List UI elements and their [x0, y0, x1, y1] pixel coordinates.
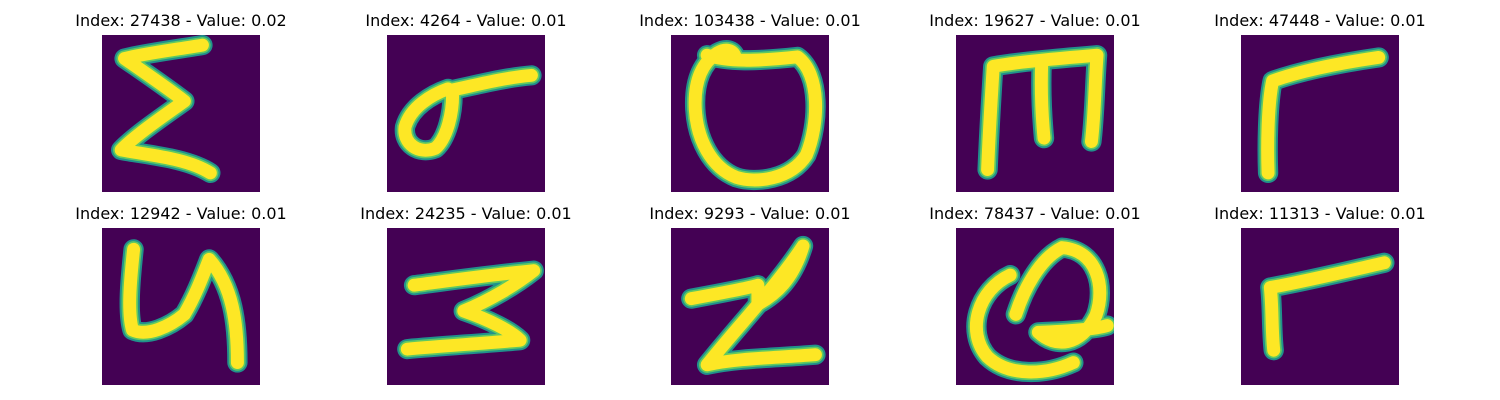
glyph-shield-loop — [671, 35, 829, 192]
glyph-image — [387, 228, 545, 385]
panel-title: Index: 11313 - Value: 0.01 — [1214, 204, 1426, 223]
panel-title: Index: 24235 - Value: 0.01 — [360, 204, 572, 223]
glyph-stroke — [400, 264, 541, 356]
glyph-stroke — [1261, 50, 1386, 180]
glyph-image — [387, 35, 545, 192]
glyph-stroke — [684, 239, 822, 372]
glyph-stroke — [688, 43, 823, 187]
glyph-stroke — [123, 242, 244, 370]
glyph-gamma-small — [1241, 228, 1399, 385]
glyph-image — [956, 228, 1114, 385]
glyph-image — [671, 228, 829, 385]
glyph-stroke — [398, 68, 538, 157]
glyph-gamma — [1241, 35, 1399, 192]
glyph-stroke — [114, 38, 217, 180]
glyph-stroke — [1263, 256, 1391, 357]
panel-title: Index: 12942 - Value: 0.01 — [75, 204, 287, 223]
panel-title: Index: 47448 - Value: 0.01 — [1214, 11, 1426, 30]
glyph-stroke — [1009, 241, 1114, 349]
glyph-image — [956, 35, 1114, 192]
panel-title: Index: 78437 - Value: 0.01 — [929, 204, 1141, 223]
glyph-image — [1241, 35, 1399, 192]
glyph-stroke — [969, 268, 1080, 379]
glyph-m-shape — [956, 35, 1114, 192]
panel-title: Index: 27438 - Value: 0.02 — [75, 11, 287, 30]
glyph-z-bolt — [671, 228, 829, 385]
panel-title: Index: 4264 - Value: 0.01 — [365, 11, 567, 30]
glyph-image — [102, 228, 260, 385]
glyph-u-hook — [102, 228, 260, 385]
panel-title: Index: 9293 - Value: 0.01 — [649, 204, 851, 223]
glyph-q-loop — [956, 228, 1114, 385]
glyph-sigma — [102, 35, 260, 192]
glyph-stroke — [981, 48, 1104, 177]
glyph-image — [102, 35, 260, 192]
glyph-loop-tail — [387, 35, 545, 192]
panel-title: Index: 103438 - Value: 0.01 — [639, 11, 861, 30]
glyph-image — [1241, 228, 1399, 385]
glyph-z-flat — [387, 228, 545, 385]
panel-title: Index: 19627 - Value: 0.01 — [929, 11, 1141, 30]
glyph-stroke — [1034, 55, 1051, 145]
glyph-image — [671, 35, 829, 192]
